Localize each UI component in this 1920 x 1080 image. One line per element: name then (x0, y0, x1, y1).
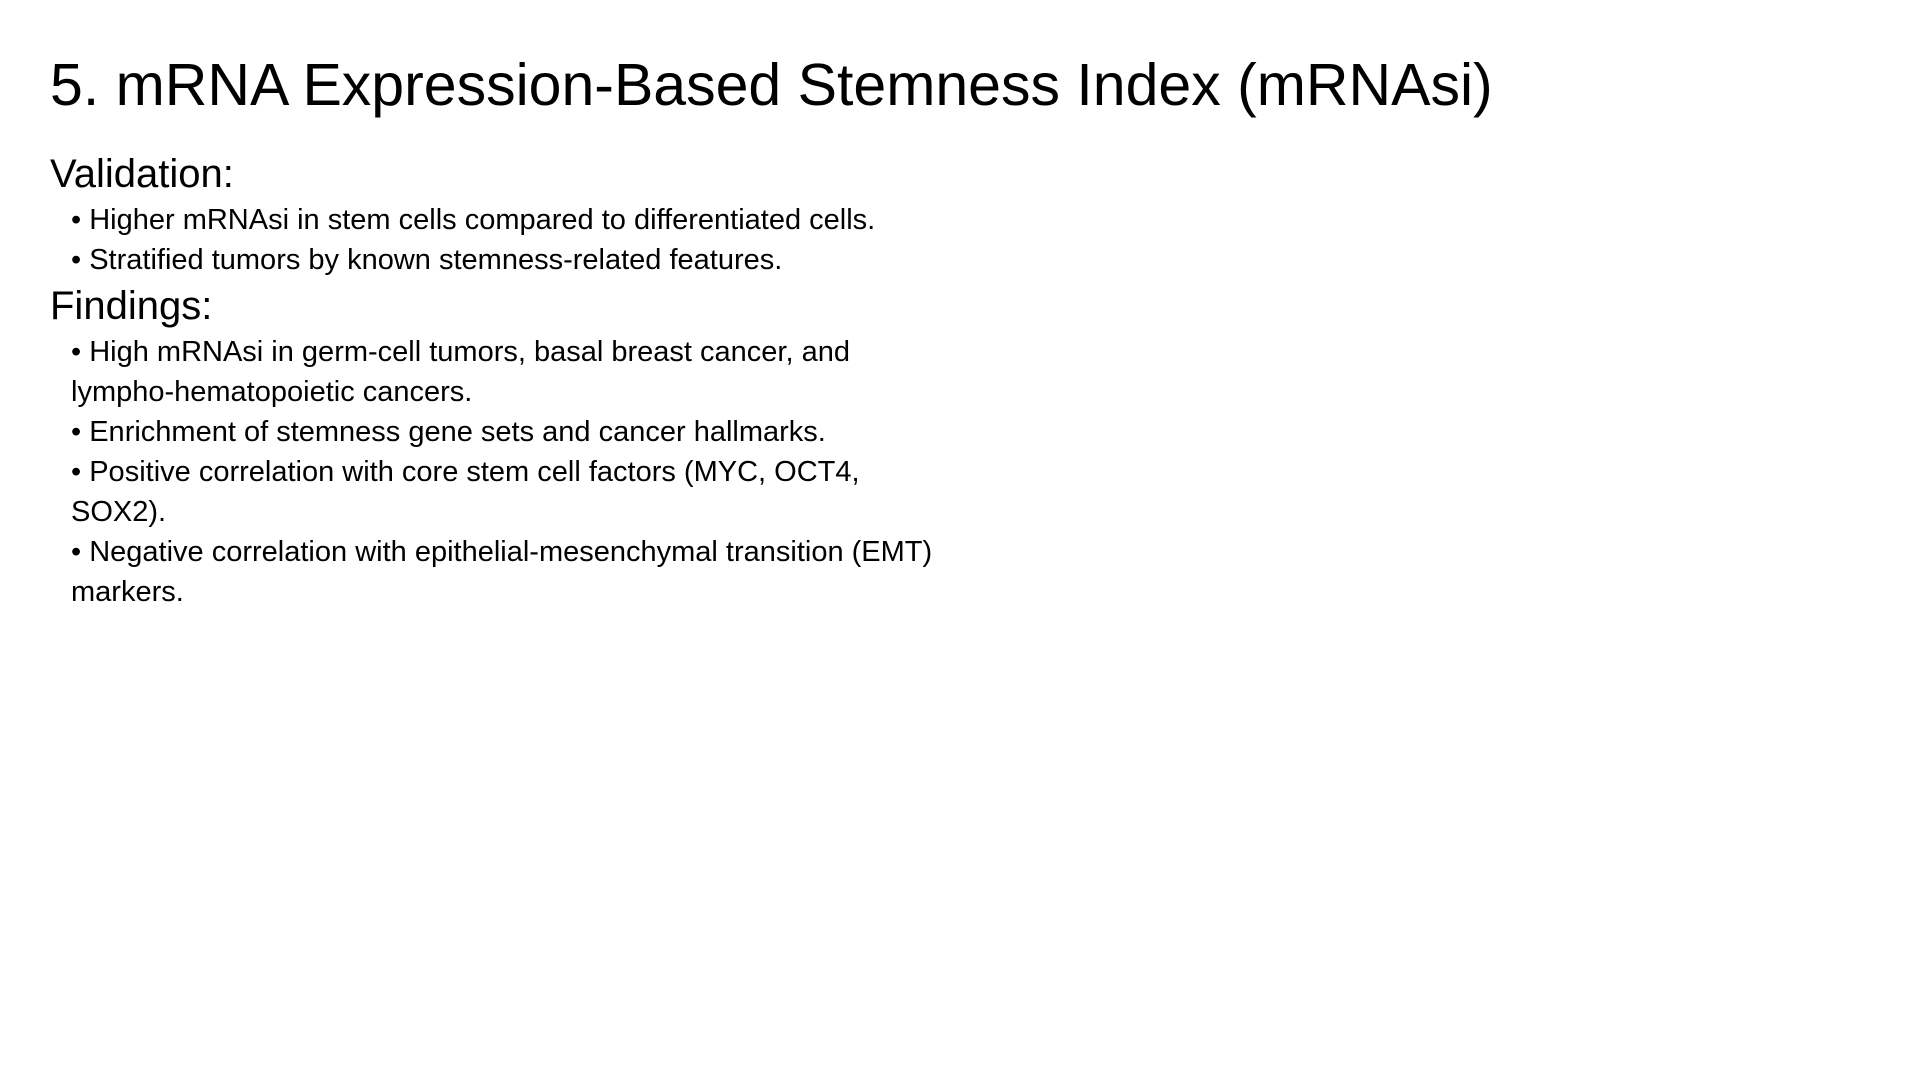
bullet-icon: • (71, 536, 90, 568)
list-item: • High mRNAsi in germ-cell tumors, basal… (71, 332, 951, 412)
slide-content: Validation: • Higher mRNAsi in stem cell… (50, 148, 950, 612)
bullet-text: Negative correlation with epithelial-mes… (71, 536, 933, 608)
bullet-text: Positive correlation with core stem cell… (71, 456, 860, 528)
list-item: • Enrichment of stemness gene sets and c… (71, 412, 951, 452)
bullet-icon: • (71, 204, 90, 236)
slide-title: 5. mRNA Expression-Based Stemness Index … (50, 52, 1493, 118)
bullet-icon: • (71, 456, 90, 488)
list-item: • Stratified tumors by known stemness-re… (71, 240, 951, 280)
list-item: • Positive correlation with core stem ce… (71, 452, 951, 532)
bullet-icon: • (71, 416, 90, 448)
bullet-text: Higher mRNAsi in stem cells compared to … (89, 204, 876, 236)
list-item: • Higher mRNAsi in stem cells compared t… (71, 200, 951, 240)
bullet-icon: • (71, 244, 90, 276)
list-item: • Negative correlation with epithelial-m… (71, 532, 951, 612)
bullet-text: Enrichment of stemness gene sets and can… (89, 416, 826, 448)
section-heading-validation: Validation: (50, 152, 234, 196)
bullet-icon: • (71, 336, 90, 368)
bullet-text: Stratified tumors by known stemness-rela… (89, 244, 783, 276)
bullet-text: High mRNAsi in germ-cell tumors, basal b… (71, 336, 850, 408)
findings-list: • High mRNAsi in germ-cell tumors, basal… (50, 332, 951, 612)
validation-list: • Higher mRNAsi in stem cells compared t… (50, 200, 951, 280)
section-heading-findings: Findings: (50, 284, 213, 328)
